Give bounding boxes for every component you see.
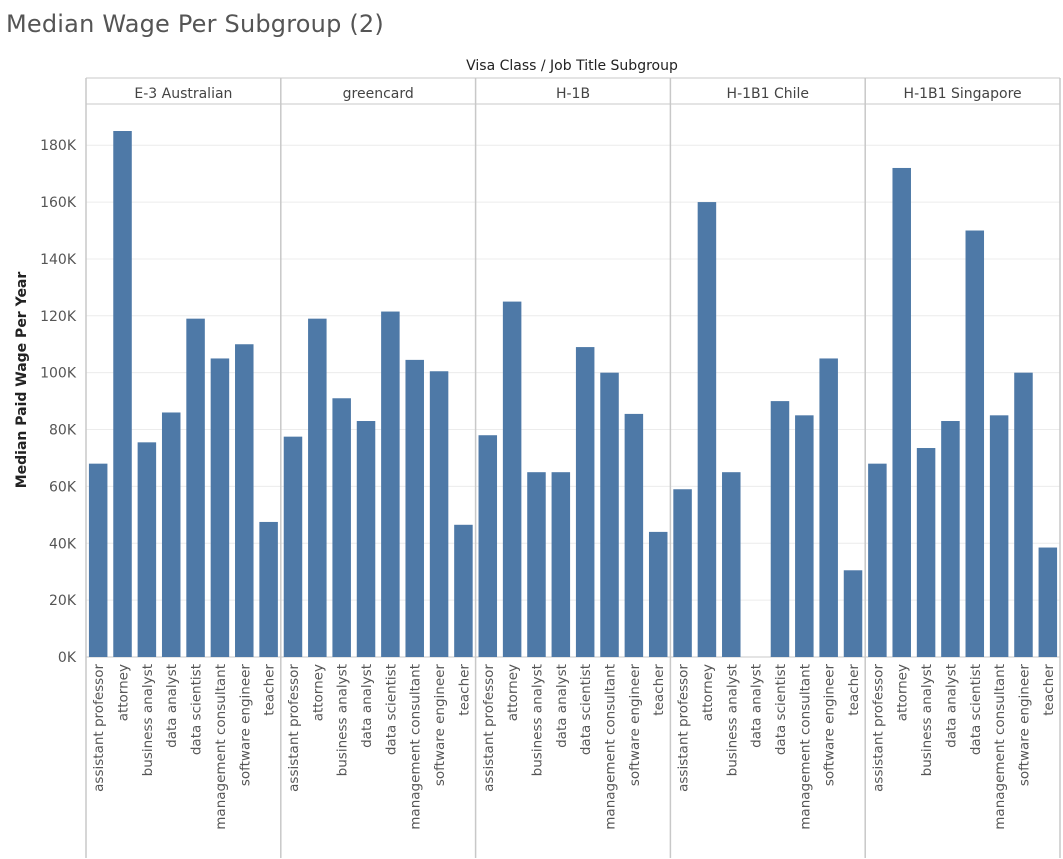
bar (308, 318, 327, 657)
x-tick-label: attorney (116, 664, 132, 721)
bar (575, 347, 595, 657)
bar (819, 358, 838, 657)
bar (137, 442, 157, 657)
bar (722, 472, 741, 657)
x-tick-label: management consultant (408, 664, 424, 830)
bar (429, 371, 449, 657)
panel-header-label: H-1B (556, 86, 590, 102)
bar (916, 448, 936, 657)
x-tick-label: assistant professor (870, 664, 886, 792)
x-tick-label: software engineer (432, 664, 448, 787)
x-tick-label: teacher (262, 664, 278, 716)
y-tick-label: 20K (49, 593, 77, 609)
bar (868, 463, 887, 657)
x-tick-label: teacher (651, 664, 667, 716)
bar (551, 472, 571, 657)
bar (356, 421, 376, 657)
x-tick-label: assistant professor (481, 664, 497, 792)
bar (1014, 372, 1033, 657)
bar (210, 358, 230, 657)
bar (478, 435, 498, 657)
y-tick-label: 140K (40, 252, 77, 268)
bar (381, 311, 400, 657)
panel-header-label: H-1B1 Chile (727, 86, 810, 102)
column-header-title: Visa Class / Job Title Subgroup (466, 58, 678, 74)
y-tick-label: 100K (40, 366, 77, 382)
x-tick-label: data scientist (383, 664, 399, 755)
bar (283, 436, 303, 657)
bar (648, 531, 668, 657)
x-tick-label: business analyst (335, 664, 351, 776)
bar (770, 401, 790, 657)
bar (892, 167, 911, 657)
x-tick-label: assistant professor (286, 664, 302, 792)
x-tick-label: data analyst (554, 664, 570, 748)
x-tick-label: software engineer (822, 664, 838, 787)
x-tick-label: software engineer (1016, 664, 1032, 787)
x-tick-label: business analyst (724, 664, 740, 776)
bar (259, 521, 278, 657)
y-tick-label: 40K (49, 536, 77, 552)
y-tick-label: 0K (58, 650, 77, 666)
bar (186, 318, 205, 657)
y-tick-label: 60K (49, 479, 77, 495)
bar (332, 398, 351, 657)
bar (843, 570, 863, 657)
bar (405, 359, 424, 657)
x-tick-label: data scientist (773, 664, 789, 755)
x-tick-label: data analyst (749, 664, 765, 748)
x-tick-label: teacher (846, 664, 862, 716)
bar (673, 489, 692, 657)
x-tick-label: teacher (456, 664, 472, 716)
bar (454, 524, 473, 657)
x-tick-label: teacher (1041, 664, 1057, 716)
x-tick-label: attorney (700, 664, 716, 721)
x-tick-label: management consultant (797, 664, 813, 830)
x-tick-label: software engineer (237, 664, 253, 787)
y-tick-label: 120K (40, 309, 77, 325)
x-tick-label: data scientist (578, 664, 594, 755)
x-tick-label: data scientist (189, 664, 205, 755)
panel-header-label: E-3 Australian (134, 86, 232, 102)
x-tick-label: attorney (505, 664, 521, 721)
x-tick-label: attorney (310, 664, 326, 721)
bar (502, 301, 522, 657)
panel-header-label: greencard (343, 86, 414, 102)
x-tick-label: management consultant (603, 664, 619, 830)
bar (1038, 547, 1058, 657)
x-tick-label: software engineer (627, 664, 643, 787)
y-tick-label: 180K (40, 138, 77, 154)
bar (989, 415, 1009, 657)
x-tick-label: attorney (895, 664, 911, 721)
x-tick-label: business analyst (140, 664, 156, 776)
bar (965, 230, 985, 657)
bar (235, 344, 254, 657)
x-tick-label: management consultant (213, 664, 229, 830)
x-tick-label: data analyst (359, 664, 375, 748)
x-tick-label: business analyst (529, 664, 545, 776)
bar (161, 412, 181, 657)
bar (697, 202, 717, 657)
panel-header-label: H-1B1 Singapore (904, 86, 1022, 102)
bar (941, 421, 960, 657)
bar (624, 413, 644, 657)
x-tick-label: data analyst (164, 664, 180, 748)
x-tick-label: assistant professor (91, 664, 107, 792)
x-tick-label: data scientist (968, 664, 984, 755)
bar (600, 372, 619, 657)
x-tick-label: assistant professor (676, 664, 692, 792)
bar (795, 415, 814, 657)
bar (88, 463, 108, 657)
y-tick-label: 80K (49, 423, 77, 439)
x-tick-label: data analyst (943, 664, 959, 748)
bar (527, 472, 546, 657)
x-tick-label: management consultant (992, 664, 1008, 830)
y-tick-label: 160K (40, 195, 77, 211)
x-tick-label: business analyst (919, 664, 935, 776)
bar (113, 131, 132, 657)
chart-title: Median Wage Per Subgroup (2) (6, 10, 384, 38)
